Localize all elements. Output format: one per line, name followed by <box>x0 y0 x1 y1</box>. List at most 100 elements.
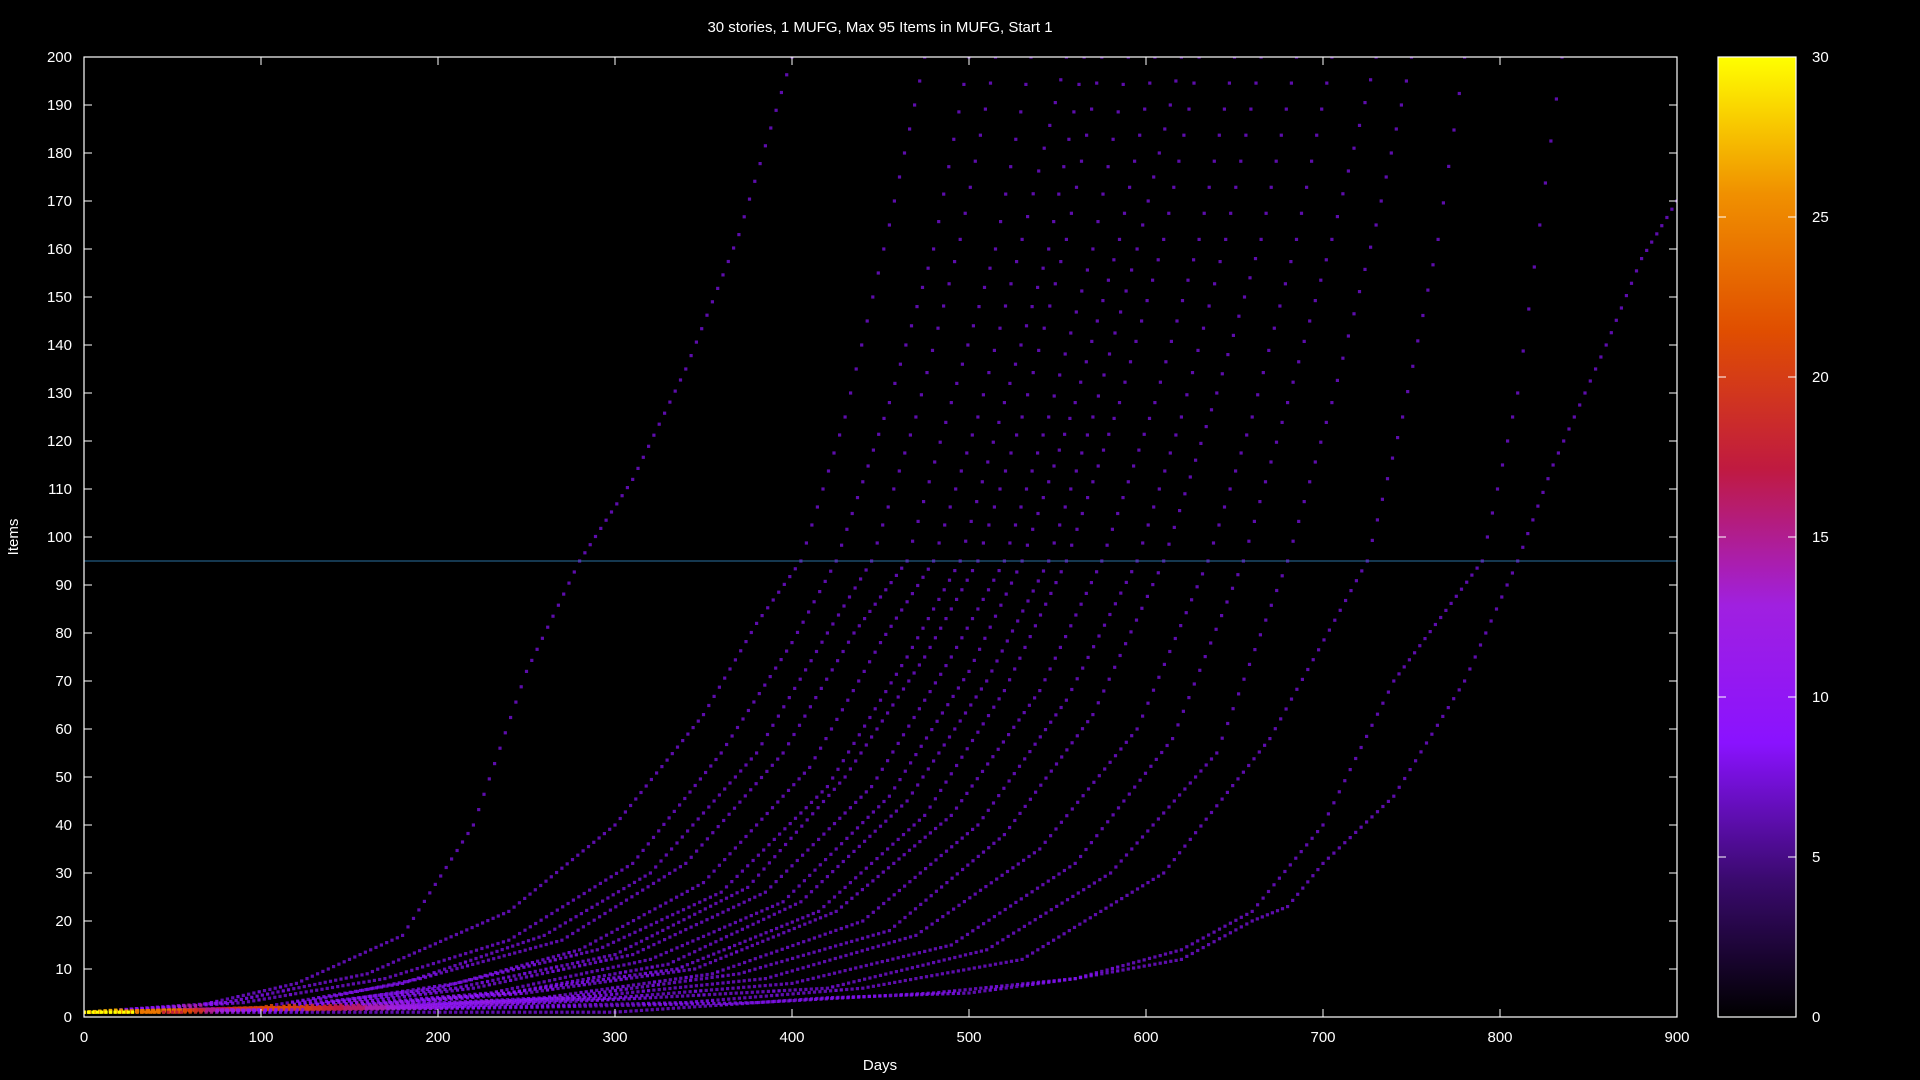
data-point <box>421 965 425 969</box>
data-point <box>1279 717 1283 721</box>
data-point <box>535 989 539 994</box>
data-point <box>846 640 851 644</box>
data-point <box>832 971 837 975</box>
data-point <box>565 983 569 987</box>
data-point <box>343 991 347 995</box>
data-point <box>1365 820 1369 824</box>
data-point <box>661 963 665 967</box>
data-point <box>1181 709 1185 713</box>
data-point <box>857 679 861 683</box>
data-point <box>518 950 522 954</box>
data-point <box>592 1010 596 1014</box>
data-point <box>887 981 891 985</box>
data-point <box>811 911 815 916</box>
data-point <box>732 246 736 250</box>
data-point <box>760 817 764 821</box>
data-point <box>551 1005 555 1009</box>
data-point <box>551 955 555 959</box>
data-point <box>485 993 489 997</box>
data-point <box>993 962 998 966</box>
data-point <box>983 107 987 111</box>
data-point <box>1046 879 1050 883</box>
data-point <box>1536 504 1540 508</box>
data-point <box>1064 57 1068 59</box>
data-point <box>1130 734 1134 738</box>
data-point <box>703 898 707 902</box>
data-point <box>1057 979 1061 983</box>
data-point <box>1072 110 1076 114</box>
data-point <box>889 581 893 585</box>
y-tick-label: 160 <box>47 241 72 258</box>
data-point <box>1163 469 1167 473</box>
data-point <box>179 1010 183 1014</box>
data-point <box>735 930 739 934</box>
data-point <box>1286 905 1290 909</box>
data-point <box>475 923 479 927</box>
data-point <box>1289 697 1294 701</box>
data-point <box>735 874 739 878</box>
data-point <box>825 631 829 635</box>
data-point <box>1141 541 1145 545</box>
data-point <box>1135 727 1139 731</box>
y-tick-label: 140 <box>47 337 72 354</box>
data-point <box>1431 263 1435 267</box>
data-point <box>886 711 890 715</box>
data-point <box>460 996 464 1000</box>
data-point <box>396 1007 401 1011</box>
data-point <box>1385 477 1390 481</box>
data-point <box>1527 307 1531 311</box>
data-point <box>745 946 749 950</box>
data-point <box>792 783 796 787</box>
data-point <box>549 985 553 989</box>
data-point <box>1067 929 1071 933</box>
data-point <box>974 987 978 991</box>
data-point <box>1300 677 1304 681</box>
data-point <box>574 953 578 957</box>
data-point <box>852 995 856 999</box>
data-point <box>682 918 686 922</box>
data-point <box>1010 629 1015 633</box>
data-point <box>1194 775 1198 779</box>
data-point <box>907 724 911 728</box>
data-point <box>1015 433 1019 437</box>
data-point <box>1140 606 1144 610</box>
colorbar-tick-label: 30 <box>1812 49 1829 66</box>
data-point <box>752 984 757 989</box>
data-point <box>394 1006 398 1010</box>
data-point <box>1072 925 1077 929</box>
data-point <box>491 943 495 947</box>
data-point <box>549 875 553 879</box>
data-point <box>881 870 885 874</box>
data-point <box>843 775 847 779</box>
data-point <box>965 451 969 455</box>
data-point <box>935 719 939 723</box>
data-point <box>631 983 636 987</box>
data-point <box>327 994 331 998</box>
data-point <box>918 871 922 875</box>
data-point <box>1209 810 1214 815</box>
data-point <box>490 973 494 977</box>
data-point <box>512 998 517 1002</box>
data-point <box>760 742 764 746</box>
data-point <box>1490 511 1494 515</box>
data-point <box>624 995 628 999</box>
data-point <box>824 858 828 862</box>
data-point <box>808 920 812 924</box>
data-point <box>701 934 706 938</box>
data-point <box>634 1009 638 1013</box>
data-point <box>428 999 432 1003</box>
data-point <box>1270 911 1274 915</box>
data-point <box>1578 403 1582 407</box>
data-point <box>443 1003 447 1008</box>
data-point <box>642 913 646 917</box>
data-point <box>688 990 692 994</box>
data-point <box>1124 289 1128 293</box>
data-point <box>803 922 807 926</box>
data-point <box>1363 101 1367 105</box>
data-point <box>358 998 362 1002</box>
data-point <box>742 970 746 974</box>
data-point <box>655 920 659 924</box>
data-point <box>512 935 516 939</box>
data-point <box>475 1010 479 1014</box>
data-point <box>363 950 367 954</box>
